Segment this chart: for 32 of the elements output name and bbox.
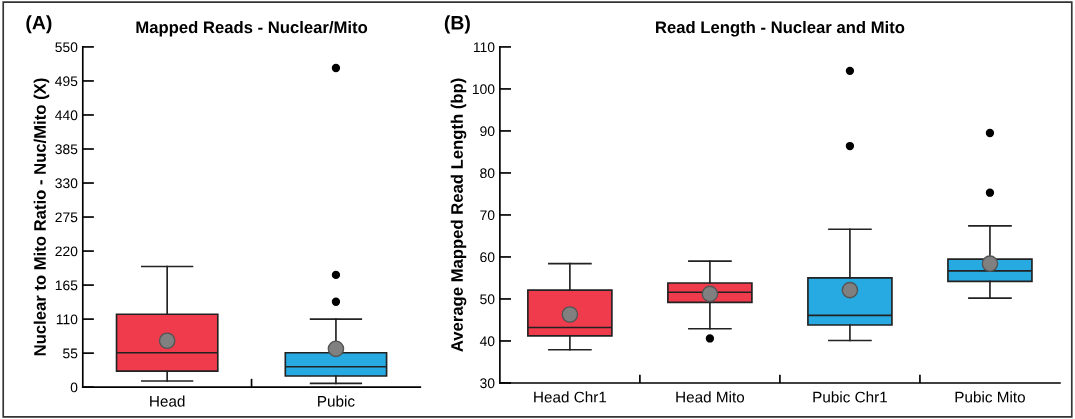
y-tick-label: 110 [56, 314, 78, 325]
x-tick-label: Pubic [318, 395, 355, 407]
chart-title: Read Length - Nuclear and Mito [656, 20, 905, 37]
y-tick-label: 495 [55, 76, 78, 87]
x-tick-label: Pubic Mito [955, 391, 1025, 403]
y-tick-label: 90 [480, 126, 495, 137]
y-tick-label: 0 [70, 382, 78, 393]
y-axis-title: Nuclear to Mito Ratio - Nuc/Mito (X) [33, 78, 50, 356]
y-tick-label: 100 [472, 84, 495, 95]
x-tick-label: Head [150, 395, 185, 407]
y-tick-label: 50 [480, 294, 495, 305]
y-tick-label: 55 [63, 348, 78, 359]
x-tick-label: Head Mito [676, 391, 745, 403]
y-tick-label: 30 [480, 378, 495, 389]
y-tick-label: 440 [55, 110, 78, 121]
y-tick-label: 385 [55, 144, 78, 155]
y-tick-label: 80 [480, 168, 495, 179]
x-tick-label: Head Chr1 [534, 391, 607, 403]
y-tick-label: 220 [55, 246, 78, 257]
y-tick-label: 40 [479, 336, 495, 347]
y-tick-label: 550 [55, 42, 78, 53]
y-axis-title: Average Mapped Read Length (bp) [450, 78, 467, 352]
y-tick-label: 70 [480, 210, 495, 221]
y-tick-label: 275 [55, 212, 78, 223]
chart-title: Mapped Reads - Nuclear/Mito [136, 20, 368, 37]
text: (B) [444, 15, 470, 34]
y-tick-label: 165 [55, 280, 78, 291]
y-tick-label: 60 [480, 252, 495, 263]
x-tick-label: Pubic Chr1 [813, 391, 887, 403]
text: (A) [26, 15, 52, 34]
y-tick-label: 110 [473, 42, 495, 53]
y-tick-label: 330 [55, 178, 78, 189]
